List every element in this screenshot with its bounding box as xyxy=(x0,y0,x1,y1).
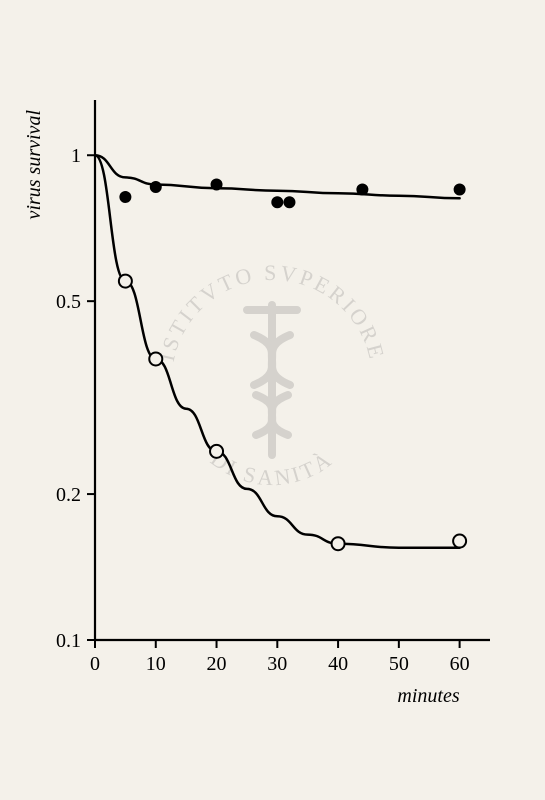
series-line-filled xyxy=(95,155,460,198)
y-tick-label: 1 xyxy=(71,145,81,167)
marker-filled xyxy=(150,181,162,193)
x-tick-label: 50 xyxy=(389,653,409,675)
marker-filled xyxy=(283,196,295,208)
y-tick-label: 0.1 xyxy=(56,630,81,652)
y-tick-label: 0.2 xyxy=(56,484,81,506)
x-tick-label: 30 xyxy=(267,653,287,675)
x-tick-label: 0 xyxy=(90,653,100,675)
marker-open xyxy=(119,275,132,288)
x-tick-label: 20 xyxy=(207,653,227,675)
x-tick-label: 10 xyxy=(146,653,166,675)
marker-filled xyxy=(454,183,466,195)
x-tick-label: 60 xyxy=(450,653,470,675)
marker-filled xyxy=(119,191,131,203)
series-line-open xyxy=(95,155,460,547)
marker-open xyxy=(453,535,466,548)
virus-survival-chart: 0 10 20 30 40 50 60 minutes 0.1 0.2 0.5 1 virus surv… xyxy=(0,0,545,800)
x-axis-label: minutes xyxy=(397,685,459,707)
marker-filled xyxy=(211,179,223,191)
y-tick-label: 0.5 xyxy=(56,291,81,313)
figure-page: ISTITVTO SVPERIORE DI SANITÀ 01020304050… xyxy=(0,0,545,800)
x-tick-label: 40 xyxy=(328,653,348,675)
marker-open xyxy=(149,352,162,365)
marker-filled xyxy=(356,183,368,195)
y-axis-label: virus survival xyxy=(23,110,45,220)
marker-open xyxy=(332,537,345,550)
marker-open xyxy=(210,445,223,458)
marker-filled xyxy=(271,196,283,208)
